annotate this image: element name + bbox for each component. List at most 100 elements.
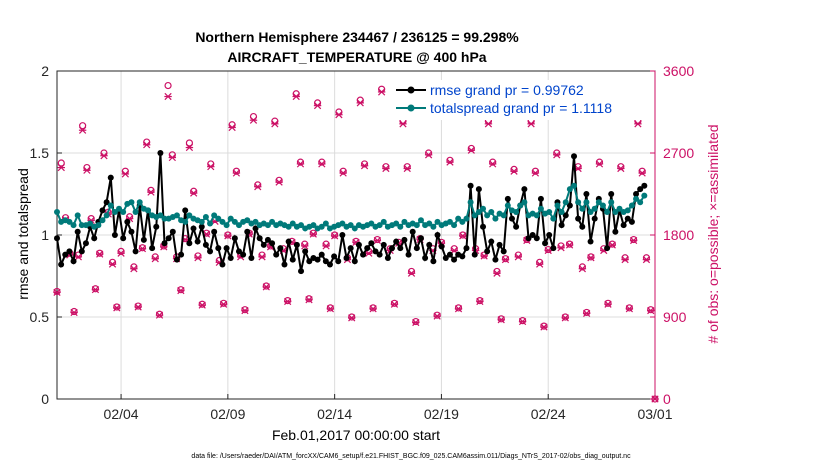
obs-assimilated-marker [91, 286, 100, 294]
spread-series-point [227, 215, 234, 222]
obs-possible-marker [510, 165, 518, 173]
obs-possible-marker [497, 315, 505, 323]
y-axis-ticks: 0 0.5 1 1.5 2 [30, 63, 62, 407]
rmse-series-point [628, 218, 635, 225]
spread-series-point [471, 212, 478, 219]
obs-assimilated-marker [501, 255, 510, 264]
obs-possible-marker [296, 158, 305, 166]
spread-series-point [641, 192, 648, 199]
obs-possible-marker [382, 163, 390, 171]
obs-possible-marker [518, 317, 527, 325]
rmse-series-point [471, 251, 478, 258]
rmse-series-point [409, 228, 416, 235]
y-tick-label: 2 [41, 63, 49, 79]
obs-assimilated-marker [647, 306, 655, 315]
rmse-series-point [264, 236, 271, 243]
obs-possible-marker [553, 149, 561, 157]
obs-possible-marker [331, 231, 339, 239]
obs-assimilated-marker [497, 316, 505, 324]
obs-assimilated-marker [70, 308, 78, 317]
rmse-series-point [566, 202, 573, 209]
rmse-series-point [339, 232, 346, 238]
obs-assimilated-marker [424, 151, 433, 159]
legend-box [393, 80, 651, 120]
obs-possible-marker [583, 308, 591, 317]
rmse-series-point [165, 235, 172, 242]
spread-series-point [111, 209, 118, 216]
spread-series-point [54, 209, 60, 216]
spread-series-point [413, 222, 420, 229]
rmse-series-point [260, 241, 267, 248]
x-tick-label: 02/14 [317, 406, 352, 422]
obs-assimilated-marker [360, 162, 369, 170]
rmse-series-point [446, 251, 453, 258]
rmse-series-point [546, 232, 553, 238]
obs-assimilated-marker [78, 126, 87, 134]
y-tick-label: 0 [41, 391, 49, 407]
obs-assimilated-marker [617, 164, 625, 173]
rmse-series-point [575, 215, 582, 222]
x-tick-label: 02/09 [210, 406, 245, 422]
spread-series-point [103, 212, 110, 219]
obs-possible-marker [446, 156, 454, 164]
rmse-series-point [318, 251, 325, 258]
y-right-tick-label: 0 [663, 391, 671, 407]
obs-assimilated-marker [604, 300, 612, 308]
spread-series-point [633, 195, 640, 202]
rmse-series-point [612, 228, 619, 235]
obs-assimilated-marker [403, 164, 411, 173]
legend-spread-marker [407, 104, 415, 112]
x-axis-label: Feb.01,2017 00:00:00 start [272, 427, 440, 443]
obs-assimilated-marker [305, 296, 313, 304]
spread-series-point [70, 222, 77, 229]
spread-series-point [455, 215, 462, 222]
obs-assimilated-marker [53, 288, 61, 297]
y-right-tick-label: 3600 [663, 63, 694, 79]
y-right-tick-label: 1800 [663, 227, 694, 243]
rmse-series-point [256, 235, 263, 242]
rmse-series-point [186, 240, 193, 247]
spread-series-point [566, 186, 573, 193]
obs-assimilated-marker [587, 254, 595, 262]
rmse-series-point [54, 235, 60, 242]
obs-possible-marker [630, 235, 638, 244]
obs-assimilated-marker [557, 244, 565, 252]
rmse-series-point [463, 245, 470, 252]
spread-series-point [417, 217, 424, 224]
rmse-series-point [343, 254, 350, 261]
spread-series-point [285, 223, 292, 230]
rmse-series-point [277, 245, 284, 252]
rmse-series-point [558, 222, 565, 229]
obs-possible-marker [305, 295, 313, 303]
spread-series-point [207, 220, 214, 227]
spread-series-point [264, 222, 271, 229]
spread-series-point [107, 202, 114, 209]
rmse-series-point [289, 256, 296, 263]
obs-possible-marker [322, 240, 330, 248]
obs-possible-marker [185, 139, 194, 147]
obs-assimilated-marker [121, 170, 130, 178]
rmse-series-point [426, 241, 433, 248]
obs-possible-marker [587, 253, 595, 261]
y-axis-right-ticks: 0 900 1800 2700 3600 [650, 63, 694, 407]
rmse-series-point [66, 248, 73, 255]
rmse-series-point [500, 248, 507, 255]
spread-series-point [430, 223, 437, 230]
rmse-series-point [633, 191, 640, 197]
obs-possible-marker [450, 245, 458, 253]
rmse-series-point [331, 253, 338, 260]
spread-series-point [604, 209, 611, 216]
obs-possible-marker [284, 297, 292, 305]
rmse-series-point [459, 253, 466, 260]
obs-assimilated-marker [224, 232, 232, 240]
obs-assimilated-marker [373, 236, 382, 245]
obs-assimilated-marker [258, 253, 266, 261]
spread-series-point [579, 205, 586, 212]
rmse-series-point [169, 228, 176, 235]
obs-possible-marker [425, 149, 433, 157]
spread-series-point [289, 220, 296, 227]
spread-series-point [595, 199, 602, 206]
spread-series-point [533, 212, 540, 219]
obs-assimilated-marker [561, 314, 569, 322]
obs-assimilated-marker [514, 253, 523, 261]
